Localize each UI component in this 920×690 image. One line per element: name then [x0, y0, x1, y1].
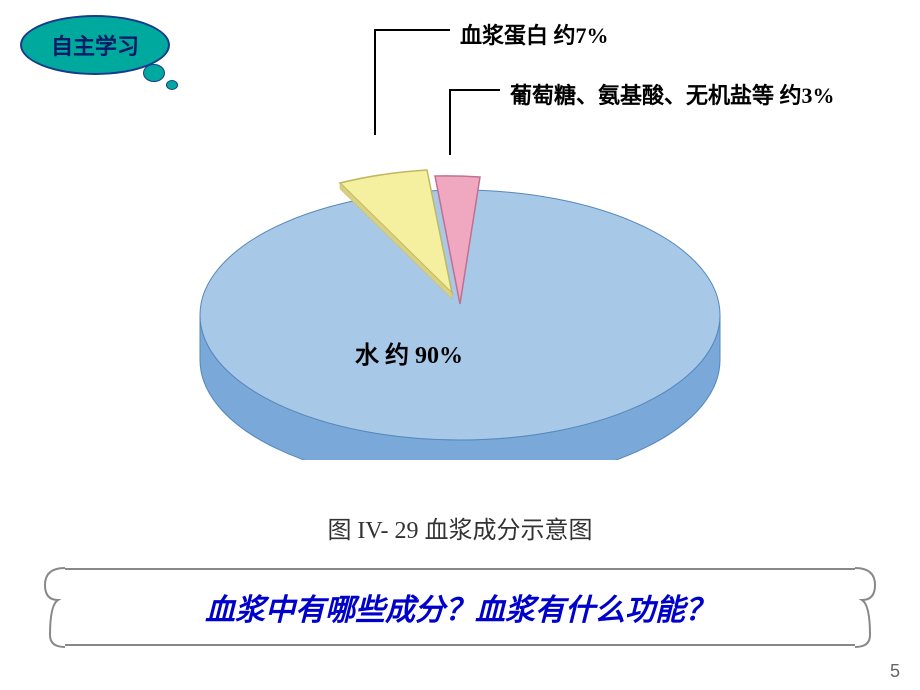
- bubble-text: 自主学习: [51, 29, 139, 61]
- scroll-body: 血浆中有哪些成分？血浆有什么功能？: [65, 568, 855, 646]
- figure-caption: 图 IV- 29 血浆成分示意图: [0, 510, 920, 545]
- label-protein: 血浆蛋白 约7%: [460, 18, 609, 50]
- pie-center-label: 水 约 90%: [355, 335, 463, 370]
- question-text: 血浆中有哪些成分？血浆有什么功能？: [205, 585, 715, 629]
- scroll-cap-right-icon: [850, 560, 880, 655]
- page-number: 5: [890, 661, 900, 682]
- pie-chart-area: 水 约 90%: [140, 80, 760, 460]
- scroll-banner: 血浆中有哪些成分？血浆有什么功能？: [40, 560, 880, 655]
- label-other: 葡萄糖、氨基酸、无机盐等 约3%: [510, 78, 835, 110]
- pie-chart-svg: [140, 80, 760, 460]
- thought-bubble-badge: 自主学习: [20, 15, 190, 90]
